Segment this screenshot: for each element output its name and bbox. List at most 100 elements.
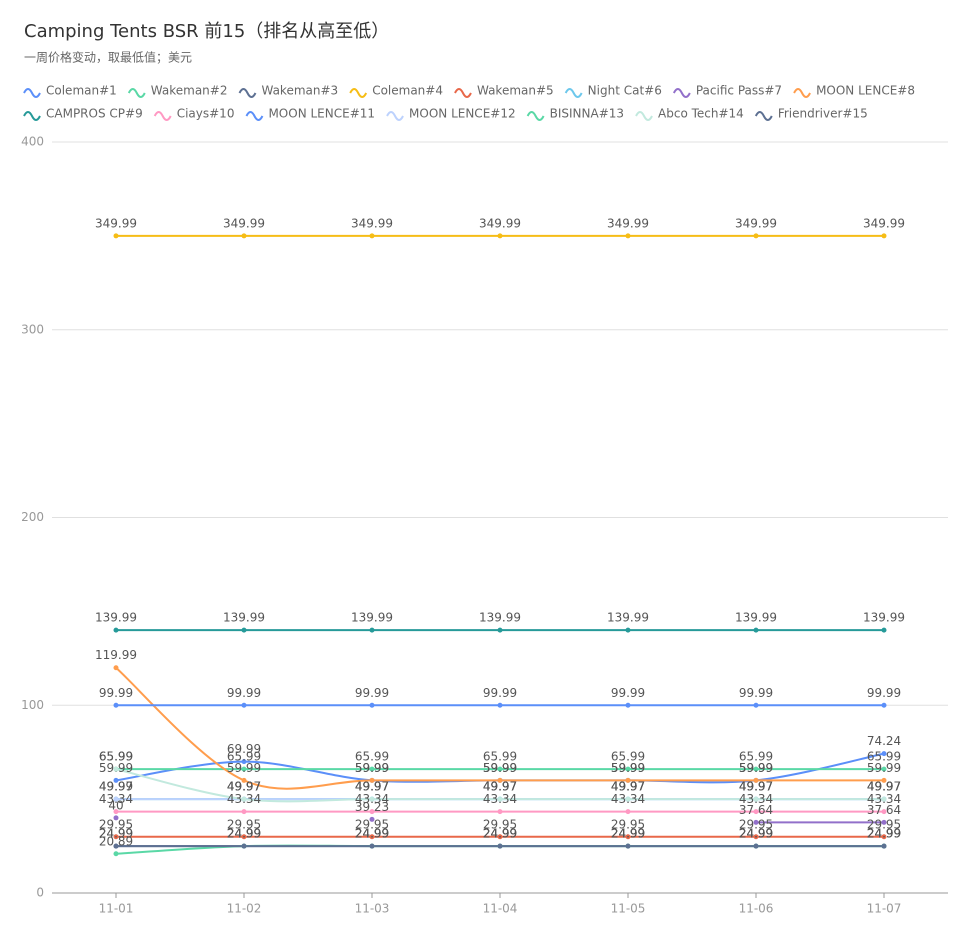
legend-label: Coleman#4 <box>372 84 443 98</box>
legend-label: MOON LENCE#8 <box>816 84 915 98</box>
legend-item[interactable]: Wakeman#5 <box>455 84 554 98</box>
x-tick-label: 11-01 <box>99 902 134 916</box>
data-label: 349.99 <box>223 216 265 230</box>
data-point <box>498 703 503 708</box>
x-tick-label: 11-05 <box>611 902 646 916</box>
legend-item[interactable]: MOON LENCE#11 <box>246 107 375 121</box>
data-point <box>370 817 375 822</box>
legend-label: Wakeman#3 <box>261 84 338 98</box>
data-label: 49.97 <box>739 780 773 794</box>
data-label: 49.97 <box>867 780 901 794</box>
data-point <box>114 844 119 849</box>
y-tick-label: 100 <box>21 698 44 712</box>
data-point <box>370 844 375 849</box>
data-label: 139.99 <box>479 611 521 625</box>
data-point <box>114 665 119 670</box>
legend-item[interactable]: Night Cat#6 <box>566 84 662 98</box>
legend-icon <box>455 89 471 97</box>
data-point <box>754 844 759 849</box>
data-point <box>626 703 631 708</box>
data-label: 24.99 <box>611 827 645 841</box>
data-point <box>498 844 503 849</box>
data-point <box>754 628 759 633</box>
legend-item[interactable]: Pacific Pass#7 <box>674 84 782 98</box>
data-label: 99.99 <box>227 686 261 700</box>
data-point <box>114 233 119 238</box>
data-point <box>754 820 759 825</box>
data-label: 139.99 <box>735 611 777 625</box>
legend-item[interactable]: MOON LENCE#12 <box>387 107 516 121</box>
x-tick-label: 11-06 <box>739 902 774 916</box>
legend-item[interactable]: BISINNA#13 <box>528 107 624 121</box>
legend-item[interactable]: Coleman#1 <box>24 84 117 98</box>
data-label: 49.97 <box>227 780 261 794</box>
legend-label: MOON LENCE#12 <box>409 107 516 121</box>
legend-label: Pacific Pass#7 <box>696 84 782 98</box>
chart-subtitle: 一周价格变动，取最低值；美元 <box>24 50 192 65</box>
data-point <box>498 797 503 802</box>
data-label: 349.99 <box>735 216 777 230</box>
data-point <box>242 703 247 708</box>
data-point <box>498 628 503 633</box>
legend-item[interactable]: CAMPROS CP#9 <box>24 107 143 121</box>
data-label: 99.99 <box>867 686 901 700</box>
data-label: 349.99 <box>95 216 137 230</box>
data-point <box>882 844 887 849</box>
data-label: 49.97 <box>611 780 645 794</box>
data-label: 99.99 <box>739 686 773 700</box>
data-point <box>754 797 759 802</box>
data-point <box>242 233 247 238</box>
legend-item[interactable]: MOON LENCE#8 <box>794 84 915 98</box>
legend-label: Friendriver#15 <box>778 107 868 121</box>
x-tick-label: 11-07 <box>867 902 902 916</box>
data-point <box>242 628 247 633</box>
data-label: 59.99 <box>355 761 389 775</box>
data-label: 24.99 <box>739 827 773 841</box>
data-point <box>626 844 631 849</box>
data-label: 139.99 <box>95 611 137 625</box>
data-label: 59.99 <box>227 761 261 775</box>
data-label: 49.97 <box>355 780 389 794</box>
data-label: 49.97 <box>99 780 133 794</box>
data-point <box>626 628 631 633</box>
data-label: 24.99 <box>355 827 389 841</box>
data-point <box>882 233 887 238</box>
legend-icon <box>674 89 690 97</box>
data-point <box>882 820 887 825</box>
y-tick-label: 0 <box>36 886 44 900</box>
data-point <box>370 628 375 633</box>
legend-label: CAMPROS CP#9 <box>46 107 143 121</box>
data-label: 349.99 <box>863 216 905 230</box>
data-label: 24.99 <box>867 827 901 841</box>
legend-item[interactable]: Friendriver#15 <box>756 107 868 121</box>
data-label: 99.99 <box>355 686 389 700</box>
legend-item[interactable]: Wakeman#2 <box>129 84 228 98</box>
legend-icon <box>129 89 145 97</box>
legend-label: Night Cat#6 <box>588 84 662 98</box>
legend-item[interactable]: Wakeman#3 <box>239 84 338 98</box>
data-point <box>114 809 119 814</box>
data-point <box>114 703 119 708</box>
legend-icon <box>636 112 652 120</box>
legend-label: Coleman#1 <box>46 84 117 98</box>
x-tick-label: 11-02 <box>227 902 262 916</box>
chart-title: Camping Tents BSR 前15（排名从高至低） <box>24 21 389 42</box>
data-label: 349.99 <box>479 216 521 230</box>
data-label: 59.99 <box>739 761 773 775</box>
data-label: 65.99 <box>99 750 133 764</box>
legend-icon <box>24 112 40 120</box>
legend-item[interactable]: Coleman#4 <box>350 84 443 98</box>
legend-item[interactable]: Abco Tech#14 <box>636 107 744 121</box>
data-label: 24.99 <box>99 827 133 841</box>
data-point <box>626 809 631 814</box>
data-point <box>754 233 759 238</box>
data-label: 119.99 <box>95 648 137 662</box>
data-point <box>242 797 247 802</box>
data-point <box>882 628 887 633</box>
data-label: 349.99 <box>607 216 649 230</box>
legend-icon <box>387 112 403 120</box>
legend-label: BISINNA#13 <box>550 107 624 121</box>
legend-item[interactable]: Ciays#10 <box>155 107 235 121</box>
data-label: 24.99 <box>227 827 261 841</box>
